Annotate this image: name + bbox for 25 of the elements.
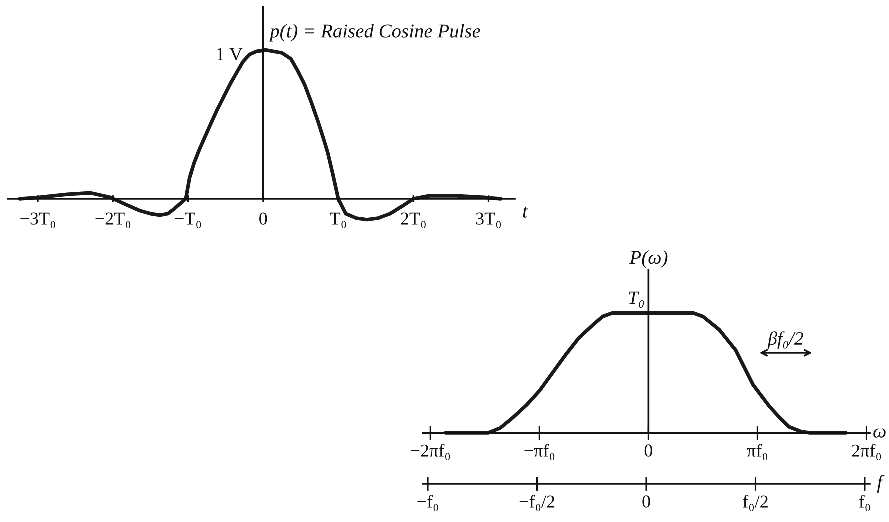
x-tick-label: 2T₀ [401,212,426,228]
x-tick-label: 0 [260,212,268,225]
category-label: −f₀ [418,495,438,512]
category-label: −f₀/2 [520,495,555,512]
x-axis-title: t [523,206,528,218]
text: f [877,475,885,493]
x-tick-label: 2πf₀ [852,444,882,461]
x-tick-label: T₀ [330,212,346,228]
y-axis-title: P(ω) [630,250,668,268]
x-tick-label: −2πf₀ [411,444,450,461]
annotation: 1 V [217,48,243,61]
y-axis-title: p(t) = Raised Cosine Pulse [268,24,480,42]
x-tick-label: 3T₀ [476,212,502,228]
category-label: 0 [642,496,650,508]
x-tick-label: πf₀ [747,444,768,461]
x-tick-label: −2T₀ [96,212,131,228]
category-label: f₀/2 [743,495,768,512]
x-axis-title: ω [874,428,886,438]
annotation: βf₀/2 [768,332,804,349]
text: T₀ [629,292,644,308]
x-tick-label: 0 [644,444,653,457]
category-label: f₀ [859,495,870,512]
x-tick-label: −T₀ [175,212,202,228]
x-tick-label: −πf₀ [524,444,555,461]
x-tick-label: −3T₀ [20,212,56,228]
